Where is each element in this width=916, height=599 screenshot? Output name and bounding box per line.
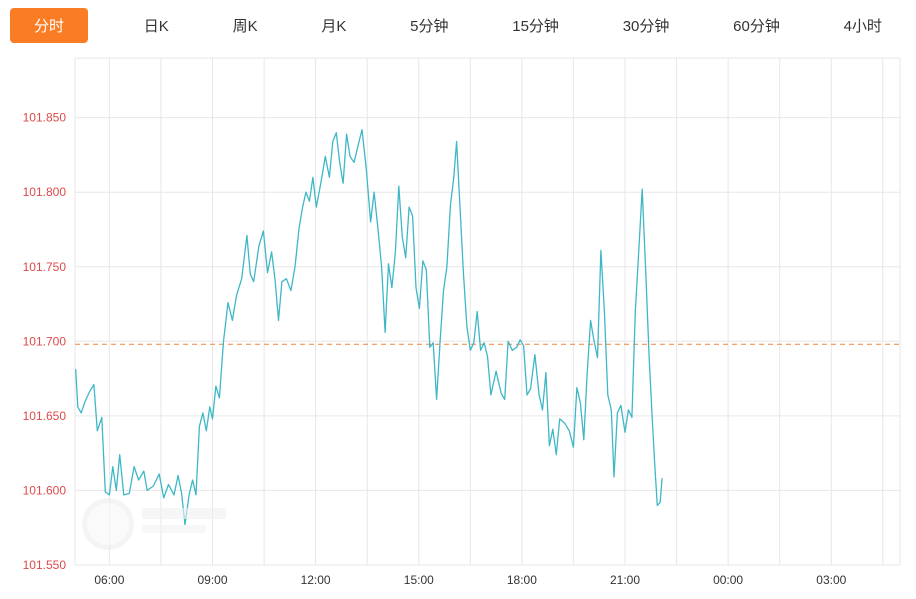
x-axis-label: 21:00: [610, 573, 640, 587]
x-axis-label: 12:00: [301, 573, 331, 587]
interval-tabbar: 分时 日K 周K 月K 5分钟 15分钟 30分钟 60分钟 4小时: [10, 7, 890, 43]
y-axis-label: 101.700: [23, 334, 67, 348]
y-axis-label: 101.550: [23, 558, 67, 572]
x-axis-label: 09:00: [197, 573, 227, 587]
x-axis-label: 15:00: [404, 573, 434, 587]
y-axis-label: 101.600: [23, 483, 67, 497]
x-axis-label: 03:00: [816, 573, 846, 587]
tab-4hour[interactable]: 4小时: [843, 17, 882, 35]
tab-5min[interactable]: 5分钟: [410, 17, 449, 35]
price-line: [75, 128, 663, 526]
y-axis-label: 101.800: [23, 185, 67, 199]
x-axis-label: 06:00: [94, 573, 124, 587]
x-axis-label: 00:00: [713, 573, 743, 587]
tab-30min[interactable]: 30分钟: [622, 17, 670, 35]
tab-daily-k[interactable]: 日K: [143, 17, 169, 35]
tab-weekly-k[interactable]: 周K: [232, 17, 258, 35]
tab-intraday[interactable]: 分时: [10, 7, 89, 43]
y-axis-label: 101.750: [23, 260, 67, 274]
y-axis-label: 101.850: [23, 111, 67, 125]
y-axis-label: 101.650: [23, 409, 67, 423]
tab-15min[interactable]: 15分钟: [512, 17, 559, 35]
tab-60min[interactable]: 60分钟: [733, 17, 780, 35]
tab-monthly-k[interactable]: 月K: [321, 17, 347, 35]
x-axis-label: 18:00: [507, 573, 537, 587]
